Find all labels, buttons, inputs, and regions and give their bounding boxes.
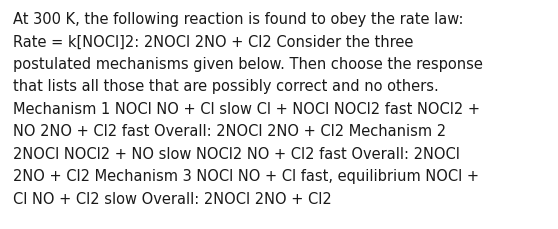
Text: NO 2NO + Cl2 fast Overall: 2NOCl 2NO + Cl2 Mechanism 2: NO 2NO + Cl2 fast Overall: 2NOCl 2NO + C… <box>13 124 446 139</box>
Text: Mechanism 1 NOCl NO + Cl slow Cl + NOCl NOCl2 fast NOCl2 +: Mechanism 1 NOCl NO + Cl slow Cl + NOCl … <box>13 101 480 117</box>
Text: 2NO + Cl2 Mechanism 3 NOCl NO + Cl fast, equilibrium NOCl +: 2NO + Cl2 Mechanism 3 NOCl NO + Cl fast,… <box>13 169 479 184</box>
Text: Cl NO + Cl2 slow Overall: 2NOCl 2NO + Cl2: Cl NO + Cl2 slow Overall: 2NOCl 2NO + Cl… <box>13 191 332 206</box>
Text: At 300 K, the following reaction is found to obey the rate law:: At 300 K, the following reaction is foun… <box>13 12 464 27</box>
Text: that lists all those that are possibly correct and no others.: that lists all those that are possibly c… <box>13 79 439 94</box>
Text: postulated mechanisms given below. Then choose the response: postulated mechanisms given below. Then … <box>13 57 483 72</box>
Text: 2NOCl NOCl2 + NO slow NOCl2 NO + Cl2 fast Overall: 2NOCl: 2NOCl NOCl2 + NO slow NOCl2 NO + Cl2 fas… <box>13 146 460 161</box>
Text: Rate = k[NOCl]2: 2NOCl 2NO + Cl2 Consider the three: Rate = k[NOCl]2: 2NOCl 2NO + Cl2 Conside… <box>13 34 413 49</box>
